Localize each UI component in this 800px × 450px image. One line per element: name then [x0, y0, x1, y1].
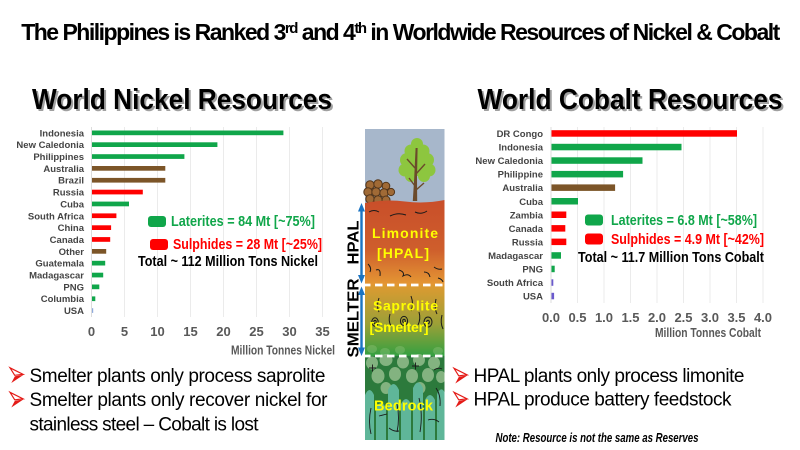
- svg-text:Madagascar: Madagascar: [29, 271, 84, 282]
- svg-text:Madagascar: Madagascar: [488, 251, 543, 262]
- svg-text:USA: USA: [64, 306, 84, 317]
- svg-text:Smelter plants only recover ni: Smelter plants only recover nickel for: [30, 390, 329, 411]
- svg-text:Zambia: Zambia: [510, 210, 544, 221]
- svg-text:HPAL plants only process limon: HPAL plants only process limonite: [474, 366, 745, 387]
- svg-text:Million Tonnes Cobalt: Million Tonnes Cobalt: [655, 325, 762, 340]
- svg-text:USA: USA: [523, 292, 543, 303]
- svg-text:10: 10: [150, 324, 164, 339]
- svg-text:South Africa: South Africa: [28, 211, 85, 222]
- svg-text:World Cobalt Resources: World Cobalt Resources: [478, 84, 783, 116]
- svg-text:The Philippines is Ranked 3rd: The Philippines is Ranked 3rd and 4th in…: [21, 19, 780, 45]
- svg-text:3.5: 3.5: [727, 310, 745, 325]
- svg-text:[Smelter]: [Smelter]: [370, 319, 429, 335]
- svg-text:PNG: PNG: [522, 265, 543, 276]
- svg-text:World Nickel Resources: World Nickel Resources: [34, 86, 334, 118]
- svg-text:30: 30: [282, 324, 296, 339]
- svg-text:stainless steel – Cobalt is lo: stainless steel – Cobalt is lost: [30, 415, 260, 436]
- svg-text:0.5: 0.5: [568, 310, 586, 325]
- svg-text:Guatemala: Guatemala: [35, 259, 84, 270]
- svg-text:World Cobalt Resources: World Cobalt Resources: [480, 86, 785, 118]
- svg-text:Cuba: Cuba: [60, 199, 84, 210]
- svg-text:Russia: Russia: [512, 237, 544, 248]
- svg-text:Laterites = 84 Mt [~75%]: Laterites = 84 Mt [~75%]: [171, 213, 315, 230]
- svg-text:Laterites = 6.8 Mt [~58%]: Laterites = 6.8 Mt [~58%]: [611, 212, 757, 229]
- svg-text:China: China: [58, 223, 85, 234]
- svg-text:Cuba: Cuba: [519, 197, 543, 208]
- svg-text:2.5: 2.5: [674, 310, 692, 325]
- svg-text:35: 35: [315, 324, 329, 339]
- svg-text:0: 0: [88, 324, 95, 339]
- svg-text:HPAL: HPAL: [346, 220, 363, 264]
- svg-text:Australia: Australia: [43, 164, 84, 175]
- svg-text:0.0: 0.0: [542, 310, 560, 325]
- svg-text:Total ~ 11.7 Million Tons Coba: Total ~ 11.7 Million Tons Cobalt: [578, 249, 764, 266]
- svg-text:New Caledonia: New Caledonia: [16, 140, 84, 151]
- svg-text:Canada: Canada: [50, 235, 85, 246]
- svg-text:20: 20: [216, 324, 230, 339]
- svg-text:Million Tonnes Nickel: Million Tonnes Nickel: [231, 343, 335, 358]
- svg-text:Indonesia: Indonesia: [499, 143, 544, 154]
- svg-text:South Africa: South Africa: [487, 278, 544, 289]
- svg-text:Total ~ 112 Million Tons Nicke: Total ~ 112 Million Tons Nickel: [138, 253, 318, 270]
- svg-text:Note: Resource is not the same: Note: Resource is not the same as Reserv…: [496, 431, 699, 445]
- svg-text:Indonesia: Indonesia: [40, 128, 85, 139]
- svg-text:1.5: 1.5: [621, 310, 639, 325]
- svg-text:Other: Other: [59, 247, 85, 258]
- svg-text:4.0: 4.0: [754, 310, 772, 325]
- svg-text:Brazil: Brazil: [58, 176, 84, 187]
- svg-text:Limonite: Limonite: [372, 225, 438, 241]
- svg-text:Sulphides = 4.9 Mt [~42%]: Sulphides = 4.9 Mt [~42%]: [611, 231, 764, 248]
- svg-text:Smelter plants only process sa: Smelter plants only process saprolite: [30, 366, 326, 387]
- svg-text:New Caledonia: New Caledonia: [475, 156, 543, 167]
- svg-text:15: 15: [183, 324, 197, 339]
- svg-text:DR Congo: DR Congo: [497, 129, 544, 140]
- svg-text:3.0: 3.0: [701, 310, 719, 325]
- svg-text:Philippines: Philippines: [33, 152, 84, 163]
- svg-text:2.0: 2.0: [648, 310, 666, 325]
- svg-text:5: 5: [121, 324, 128, 339]
- svg-text:[HPAL]: [HPAL]: [377, 245, 429, 261]
- svg-text:Canada: Canada: [509, 224, 544, 235]
- svg-text:HPAL produce battery feedstock: HPAL produce battery feedstock: [474, 389, 733, 410]
- svg-text:Russia: Russia: [53, 188, 85, 199]
- svg-text:World Nickel Resources: World Nickel Resources: [32, 84, 332, 116]
- svg-text:PNG: PNG: [63, 282, 84, 293]
- svg-text:25: 25: [249, 324, 263, 339]
- svg-text:SMELTER: SMELTER: [346, 278, 363, 357]
- svg-text:Philippine: Philippine: [498, 170, 543, 181]
- svg-text:Sulphides = 28 Mt [~25%]: Sulphides = 28 Mt [~25%]: [173, 236, 322, 253]
- svg-text:Bedrock: Bedrock: [374, 399, 434, 415]
- svg-text:1.0: 1.0: [595, 310, 613, 325]
- svg-text:Columbia: Columbia: [41, 294, 85, 305]
- svg-text:Australia: Australia: [502, 183, 543, 194]
- svg-text:Saprolite: Saprolite: [373, 298, 438, 314]
